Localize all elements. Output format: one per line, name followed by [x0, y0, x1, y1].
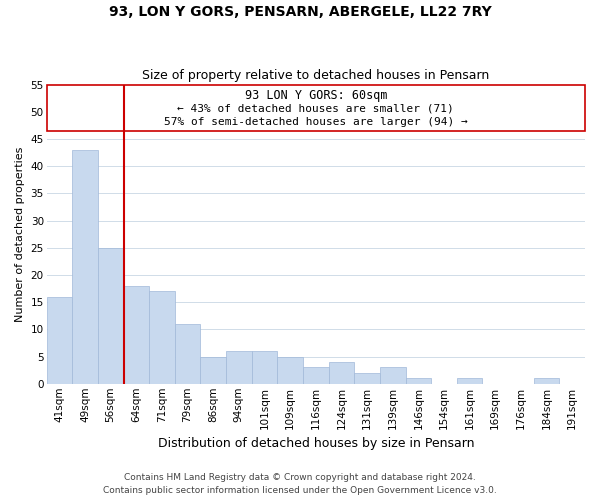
Text: Contains HM Land Registry data © Crown copyright and database right 2024.
Contai: Contains HM Land Registry data © Crown c… — [103, 474, 497, 495]
Text: ← 43% of detached houses are smaller (71): ← 43% of detached houses are smaller (71… — [178, 104, 454, 114]
Bar — [380, 368, 406, 384]
Bar — [226, 351, 251, 384]
Bar — [303, 368, 329, 384]
Bar — [457, 378, 482, 384]
Text: 93, LON Y GORS, PENSARN, ABERGELE, LL22 7RY: 93, LON Y GORS, PENSARN, ABERGELE, LL22 … — [109, 5, 491, 19]
Y-axis label: Number of detached properties: Number of detached properties — [15, 146, 25, 322]
Text: 93 LON Y GORS: 60sqm: 93 LON Y GORS: 60sqm — [245, 89, 387, 102]
Text: 57% of semi-detached houses are larger (94) →: 57% of semi-detached houses are larger (… — [164, 117, 467, 127]
Title: Size of property relative to detached houses in Pensarn: Size of property relative to detached ho… — [142, 69, 490, 82]
Bar — [277, 356, 303, 384]
X-axis label: Distribution of detached houses by size in Pensarn: Distribution of detached houses by size … — [158, 437, 474, 450]
Bar — [200, 356, 226, 384]
Bar — [124, 286, 149, 384]
Bar — [354, 373, 380, 384]
Bar — [98, 248, 124, 384]
Bar — [149, 292, 175, 384]
Bar — [406, 378, 431, 384]
Bar — [72, 150, 98, 384]
FancyBboxPatch shape — [47, 84, 585, 131]
Bar — [534, 378, 559, 384]
Bar — [329, 362, 354, 384]
Bar — [47, 296, 72, 384]
Bar — [251, 351, 277, 384]
Bar — [175, 324, 200, 384]
